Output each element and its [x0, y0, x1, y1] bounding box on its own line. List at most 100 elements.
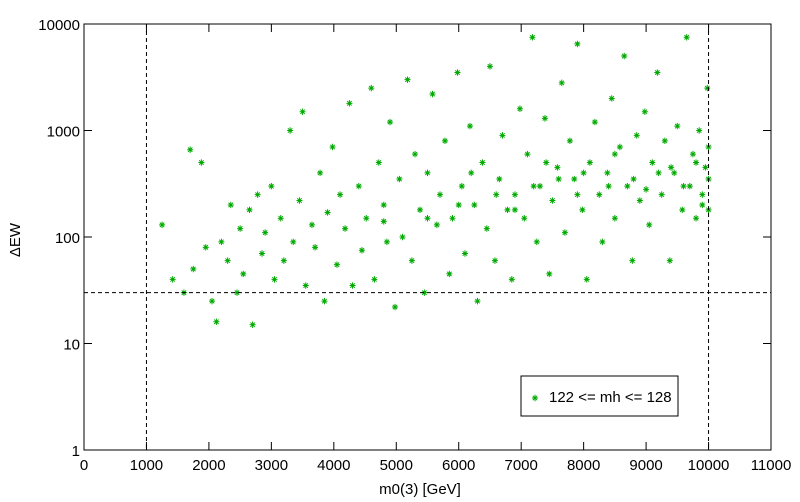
point — [530, 182, 537, 190]
point — [237, 225, 244, 232]
point — [546, 270, 553, 278]
points — [159, 34, 712, 328]
point — [558, 79, 565, 87]
point — [317, 169, 324, 177]
point — [337, 191, 344, 198]
point — [224, 257, 231, 264]
point — [479, 159, 486, 166]
point — [696, 127, 703, 134]
point — [646, 221, 653, 229]
y-tick-label: 1000 — [47, 124, 80, 141]
y-axis-label: ΔEW — [7, 222, 24, 257]
point — [262, 229, 269, 236]
point — [346, 100, 353, 107]
point — [579, 206, 586, 214]
point — [383, 238, 390, 246]
point — [466, 122, 473, 130]
x-tick-label: 11000 — [751, 457, 792, 474]
point — [234, 289, 241, 296]
point — [342, 225, 349, 232]
point — [187, 146, 194, 153]
point — [586, 159, 593, 166]
point — [290, 238, 297, 246]
point — [516, 105, 523, 112]
x-tick-label: 0 — [80, 457, 88, 474]
legend-marker — [532, 394, 538, 402]
point — [198, 159, 205, 166]
x-tick-label: 9000 — [629, 457, 662, 474]
point — [441, 137, 448, 145]
point — [240, 270, 247, 278]
point — [549, 197, 556, 204]
point — [591, 118, 598, 126]
point — [246, 206, 253, 214]
point — [654, 69, 661, 76]
point — [611, 215, 618, 222]
point — [399, 233, 406, 241]
point — [371, 276, 378, 283]
point — [227, 201, 234, 209]
point — [504, 206, 511, 214]
point — [312, 244, 319, 251]
point — [404, 76, 411, 83]
point — [541, 115, 548, 122]
point — [633, 132, 640, 139]
point — [380, 201, 387, 209]
point — [455, 201, 462, 209]
point — [686, 182, 693, 190]
point — [249, 321, 256, 328]
point — [392, 303, 399, 311]
x-tick-label: 3000 — [255, 457, 288, 474]
y-tick-label: 10000 — [38, 17, 80, 34]
point — [380, 218, 387, 225]
point — [213, 318, 220, 325]
point — [387, 118, 394, 126]
point — [287, 127, 294, 134]
point — [329, 143, 336, 151]
point — [529, 34, 536, 41]
point — [333, 261, 340, 268]
point — [521, 215, 528, 222]
y-tick-label: 10 — [63, 337, 80, 354]
point — [458, 182, 465, 190]
point — [302, 282, 309, 289]
point — [604, 169, 611, 177]
point — [621, 52, 628, 60]
point — [605, 182, 612, 190]
point — [702, 164, 709, 171]
x-tick-label: 4000 — [317, 457, 350, 474]
point — [296, 197, 303, 204]
point — [511, 191, 518, 198]
point — [358, 247, 365, 254]
point — [299, 108, 306, 115]
point — [486, 63, 493, 70]
point — [258, 250, 265, 257]
point — [536, 182, 543, 190]
x-tick-label: 1000 — [130, 457, 163, 474]
point — [611, 150, 618, 158]
point — [693, 159, 700, 166]
point — [461, 250, 468, 257]
point — [608, 95, 615, 102]
point — [671, 169, 678, 177]
point — [159, 221, 166, 229]
point — [209, 297, 216, 305]
point — [655, 169, 662, 177]
point — [630, 175, 637, 183]
point — [574, 191, 581, 198]
point — [580, 169, 587, 177]
y-tick-label: 1 — [72, 443, 80, 460]
point — [363, 215, 370, 222]
point — [666, 257, 673, 264]
x-axis-label: m0(3) [GeV] — [379, 481, 461, 498]
point — [511, 206, 518, 214]
point — [349, 282, 356, 289]
point — [508, 276, 515, 283]
point — [491, 257, 498, 264]
point — [190, 265, 197, 273]
point — [218, 238, 225, 246]
point — [433, 221, 440, 229]
point — [429, 90, 436, 98]
point — [566, 137, 573, 145]
legend-label: 122 <= mh <= 128 — [549, 389, 672, 406]
